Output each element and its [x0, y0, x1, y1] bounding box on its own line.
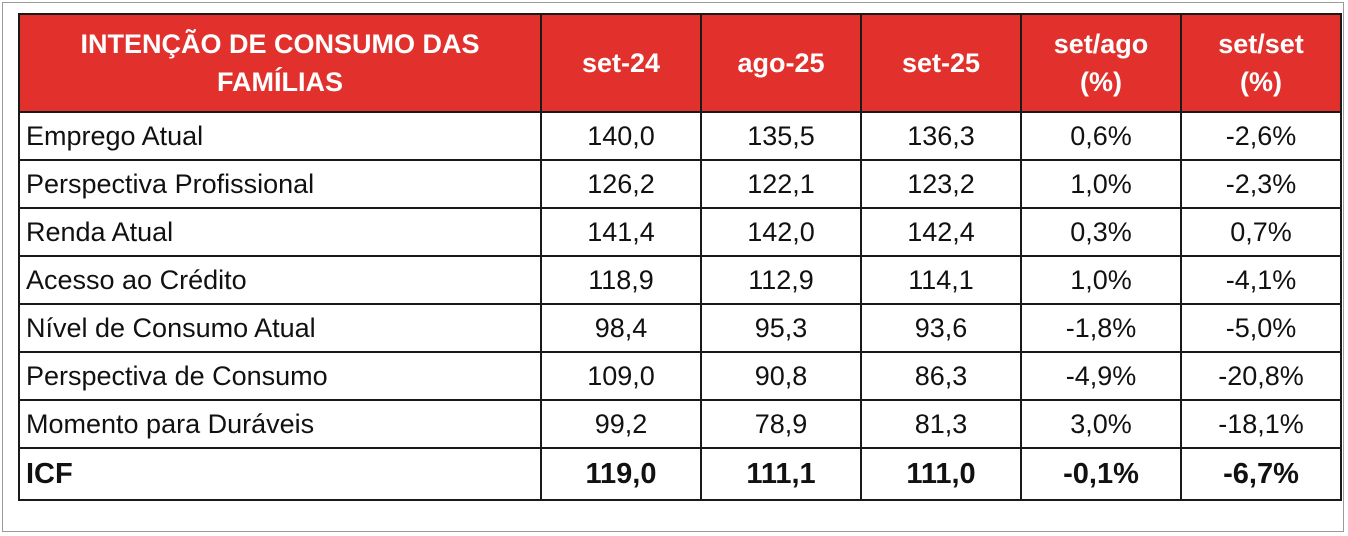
cell-value: 81,3	[860, 399, 1022, 449]
row-label: Nível de Consumo Atual	[18, 303, 542, 353]
cell-value: 123,2	[860, 159, 1022, 209]
cell-value: 1,0%	[1020, 255, 1182, 305]
cell-value: 118,9	[540, 255, 702, 305]
header-text: set/ago (%)	[1053, 29, 1149, 97]
cell-value: 114,1	[860, 255, 1022, 305]
table-body: Emprego Atual 140,0 135,5 136,3 0,6% -2,6% Per…	[18, 111, 1342, 501]
cell-value: -4,1%	[1180, 255, 1342, 305]
cell-value: 3,0%	[1020, 399, 1182, 449]
cell-value: 98,4	[540, 303, 702, 353]
cell-value: 142,4	[860, 207, 1022, 257]
cell-value: 0,7%	[1180, 207, 1342, 257]
cell-value: 111,1	[700, 447, 862, 501]
header-cell: set/set (%)	[1180, 13, 1342, 113]
row-label: Acesso ao Crédito	[18, 255, 542, 305]
header-text: INTENÇÃO DE CONSUMO DAS FAMÍLIAS	[80, 29, 480, 97]
cell-value: -4,9%	[1020, 351, 1182, 401]
cell-value: -2,3%	[1180, 159, 1342, 209]
row-label: Perspectiva Profissional	[18, 159, 542, 209]
header-text: set-25	[901, 48, 981, 78]
cell-value: 109,0	[540, 351, 702, 401]
cell-value: 86,3	[860, 351, 1022, 401]
cell-value: 99,2	[540, 399, 702, 449]
header-cell: ago-25	[700, 13, 862, 113]
row-label: Perspectiva de Consumo	[18, 351, 542, 401]
row-label: ICF	[18, 447, 542, 501]
header-text: ago-25	[737, 48, 825, 78]
table-row: Perspectiva de Consumo 109,0 90,8 86,3 -4,9%…	[18, 351, 1342, 401]
row-label: Emprego Atual	[18, 111, 542, 161]
header-cell: set/ago (%)	[1020, 13, 1182, 113]
cell-value: 0,6%	[1020, 111, 1182, 161]
table-row: Renda Atual 141,4 142,0 142,4 0,3% 0,7%	[18, 207, 1342, 257]
cell-value: -18,1%	[1180, 399, 1342, 449]
cell-value: 111,0	[860, 447, 1022, 501]
table-row: Nível de Consumo Atual 98,4 95,3 93,6 -1,8% -…	[18, 303, 1342, 353]
row-label: Momento para Duráveis	[18, 399, 542, 449]
cell-value: 0,3%	[1020, 207, 1182, 257]
cell-value: -6,7%	[1180, 447, 1342, 501]
cell-value: -20,8%	[1180, 351, 1342, 401]
cell-value: 142,0	[700, 207, 862, 257]
header-text: set/set (%)	[1218, 29, 1304, 97]
cell-value: 136,3	[860, 111, 1022, 161]
cell-value: 1,0%	[1020, 159, 1182, 209]
cell-value: -5,0%	[1180, 303, 1342, 353]
header-cell: INTENÇÃO DE CONSUMO DAS FAMÍLIAS	[18, 13, 542, 113]
cell-value: 140,0	[540, 111, 702, 161]
table-row: ICF 119,0 111,1 111,0 -0,1% -6,7%	[18, 447, 1342, 501]
table-row: Emprego Atual 140,0 135,5 136,3 0,6% -2,6%	[18, 111, 1342, 161]
cell-value: 90,8	[700, 351, 862, 401]
cell-value: 112,9	[700, 255, 862, 305]
cell-value: -0,1%	[1020, 447, 1182, 501]
cell-value: 141,4	[540, 207, 702, 257]
cell-value: 93,6	[860, 303, 1022, 353]
table-row: Perspectiva Profissional 126,2 122,1 123,2 1…	[18, 159, 1342, 209]
header-cell: set-25	[860, 13, 1022, 113]
cell-value: 95,3	[700, 303, 862, 353]
cell-value: -1,8%	[1020, 303, 1182, 353]
header-text: set-24	[581, 48, 661, 78]
table-row: Momento para Duráveis 99,2 78,9 81,3 3,0% -18…	[18, 399, 1342, 449]
cell-value: -2,6%	[1180, 111, 1342, 161]
icf-table: INTENÇÃO DE CONSUMO DAS FAMÍLIAS set-24 ag…	[18, 13, 1342, 501]
cell-value: 135,5	[700, 111, 862, 161]
cell-value: 78,9	[700, 399, 862, 449]
cell-value: 126,2	[540, 159, 702, 209]
row-label: Renda Atual	[18, 207, 542, 257]
header-row: INTENÇÃO DE CONSUMO DAS FAMÍLIAS set-24 ag…	[18, 13, 1342, 113]
cell-value: 119,0	[540, 447, 702, 501]
table-row: Acesso ao Crédito 118,9 112,9 114,1 1,0% -4,1…	[18, 255, 1342, 305]
cell-value: 122,1	[700, 159, 862, 209]
header-cell: set-24	[540, 13, 702, 113]
